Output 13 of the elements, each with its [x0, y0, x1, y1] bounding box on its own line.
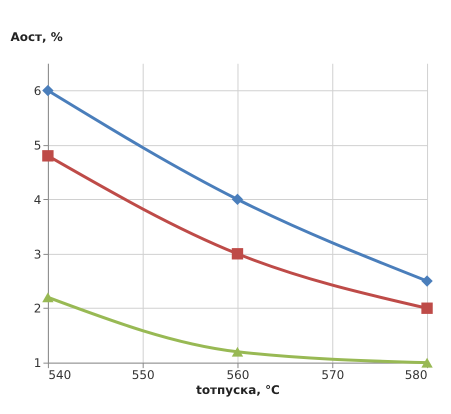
x-tick-label: 550 — [132, 368, 155, 382]
y-tick-label: 3 — [34, 247, 42, 262]
x-tick-label: 540 — [48, 368, 72, 382]
y-tick-label: 2 — [34, 302, 42, 316]
y-tick-label: 4 — [34, 192, 42, 207]
x-tick-label: 570 — [321, 368, 344, 382]
y-tick-label: 6 — [34, 84, 42, 98]
y-tick-label: 5 — [34, 138, 42, 152]
x-axis-title: tотпуска, °C — [196, 383, 280, 398]
x-tick-label: 580 — [404, 368, 428, 382]
y-tick-label: 1 — [34, 356, 42, 370]
x-tick-label: 560 — [226, 368, 250, 382]
y-axis-title: Аост, % — [10, 30, 63, 44]
